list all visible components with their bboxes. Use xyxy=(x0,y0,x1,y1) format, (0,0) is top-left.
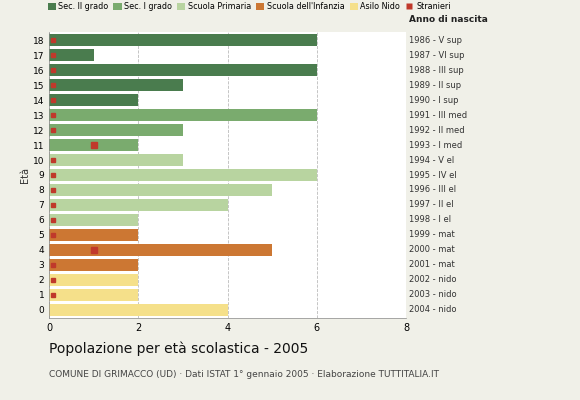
Text: 1999 - mat: 1999 - mat xyxy=(409,230,455,239)
Text: 1997 - II el: 1997 - II el xyxy=(409,200,454,210)
Text: COMUNE DI GRIMACCO (UD) · Dati ISTAT 1° gennaio 2005 · Elaborazione TUTTITALIA.I: COMUNE DI GRIMACCO (UD) · Dati ISTAT 1° … xyxy=(49,370,439,379)
Text: Anno di nascita: Anno di nascita xyxy=(409,15,488,24)
Bar xyxy=(49,64,317,76)
Bar xyxy=(49,109,317,121)
Bar xyxy=(49,154,183,166)
Text: 1992 - II med: 1992 - II med xyxy=(409,126,465,134)
Bar xyxy=(49,169,317,181)
Text: 1998 - I el: 1998 - I el xyxy=(409,216,451,224)
Text: 2000 - mat: 2000 - mat xyxy=(409,245,455,254)
Bar xyxy=(49,274,139,286)
Text: 1986 - V sup: 1986 - V sup xyxy=(409,36,462,45)
Text: 1994 - V el: 1994 - V el xyxy=(409,156,454,164)
Text: 2004 - nido: 2004 - nido xyxy=(409,305,456,314)
Text: 1990 - I sup: 1990 - I sup xyxy=(409,96,458,105)
Bar xyxy=(49,244,272,256)
Bar xyxy=(49,124,183,136)
Bar xyxy=(49,49,94,61)
Bar xyxy=(49,214,139,226)
Bar xyxy=(49,184,272,196)
Text: 1993 - I med: 1993 - I med xyxy=(409,140,462,150)
Bar xyxy=(49,229,139,241)
Bar xyxy=(49,289,139,301)
Bar xyxy=(49,139,139,151)
Legend: Sec. II grado, Sec. I grado, Scuola Primaria, Scuola dell'Infanzia, Asilo Nido, : Sec. II grado, Sec. I grado, Scuola Prim… xyxy=(48,2,451,11)
Text: 2003 - nido: 2003 - nido xyxy=(409,290,456,299)
Text: 2001 - mat: 2001 - mat xyxy=(409,260,455,269)
Bar xyxy=(49,34,317,46)
Bar xyxy=(49,79,183,91)
Text: 1995 - IV el: 1995 - IV el xyxy=(409,170,456,180)
Text: 1988 - III sup: 1988 - III sup xyxy=(409,66,463,75)
Bar xyxy=(49,199,227,211)
Text: 1989 - II sup: 1989 - II sup xyxy=(409,81,461,90)
Y-axis label: Età: Età xyxy=(20,167,30,183)
Text: 2002 - nido: 2002 - nido xyxy=(409,275,456,284)
Bar xyxy=(49,94,139,106)
Bar xyxy=(49,259,139,271)
Text: 1991 - III med: 1991 - III med xyxy=(409,111,467,120)
Text: 1987 - VI sup: 1987 - VI sup xyxy=(409,51,465,60)
Text: Popolazione per età scolastica - 2005: Popolazione per età scolastica - 2005 xyxy=(49,342,309,356)
Text: 1996 - III el: 1996 - III el xyxy=(409,186,456,194)
Bar xyxy=(49,304,227,316)
